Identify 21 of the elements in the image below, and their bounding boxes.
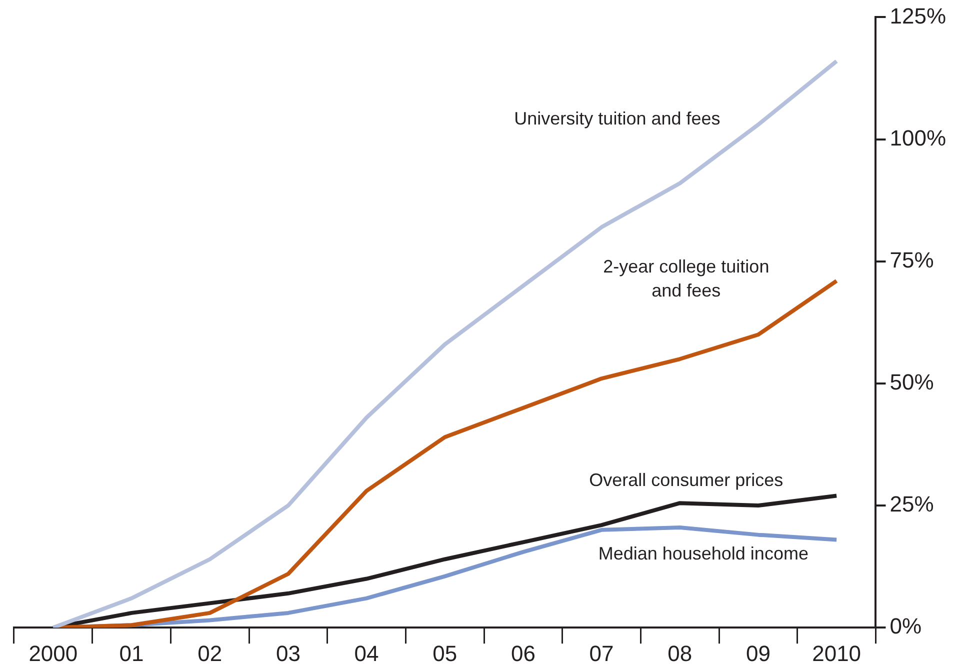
- x-tick-label: 2000: [28, 640, 78, 666]
- x-tick-label: 06: [510, 640, 536, 666]
- x-tick-label: 07: [589, 640, 614, 666]
- y-tick-label: 50%: [890, 370, 934, 395]
- y-tick-label: 0%: [890, 614, 922, 639]
- x-tick-label: 04: [354, 640, 379, 666]
- x-tick-label: 05: [432, 640, 458, 666]
- y-tick-label: 75%: [890, 247, 934, 272]
- x-tick-label: 01: [119, 640, 144, 666]
- x-tick-label: 2010: [812, 640, 862, 666]
- series-label: Median household income: [598, 543, 808, 564]
- series-label: University tuition and fees: [514, 108, 720, 129]
- x-tick-label: 03: [276, 640, 300, 666]
- y-tick-label: 125%: [890, 3, 946, 28]
- y-tick-label: 100%: [890, 125, 946, 150]
- x-tick-label: 02: [198, 640, 222, 666]
- series-label: Overall consumer prices: [589, 470, 784, 490]
- x-tick-label: 09: [746, 640, 770, 666]
- y-tick-label: 25%: [890, 492, 934, 517]
- x-tick-label: 08: [668, 640, 692, 666]
- series-label: 2-year college tuition and fees: [603, 256, 770, 301]
